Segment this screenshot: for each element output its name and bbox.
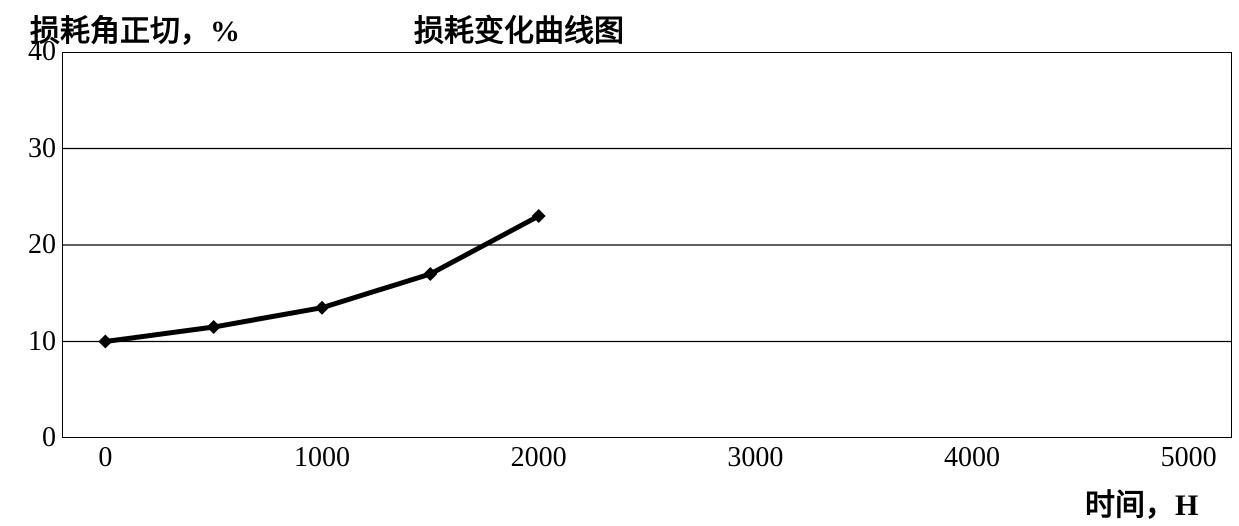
chart-container: 损耗角正切，% 损耗变化曲线图 时间，H 0 10 20 30 40 0 1000 2000 3…	[0, 0, 1239, 526]
x-tick-label: 1000	[294, 442, 350, 474]
plot-area	[62, 52, 1232, 438]
chart-title: 损耗变化曲线图	[414, 6, 624, 50]
x-tick-label: 2000	[511, 442, 567, 474]
y-tick-label: 40	[28, 36, 56, 68]
y-tick-label: 20	[28, 229, 56, 261]
y-tick-label: 30	[28, 133, 56, 165]
y-tick-label: 10	[28, 326, 56, 358]
y-tick-label: 0	[42, 422, 56, 454]
x-tick-label: 5000	[1161, 442, 1217, 474]
y-axis-title: 损耗角正切，%	[30, 6, 240, 50]
x-tick-label: 0	[98, 442, 112, 474]
x-axis-title: 时间，H	[1085, 480, 1198, 524]
x-tick-label: 3000	[727, 442, 783, 474]
x-tick-label: 4000	[944, 442, 1000, 474]
